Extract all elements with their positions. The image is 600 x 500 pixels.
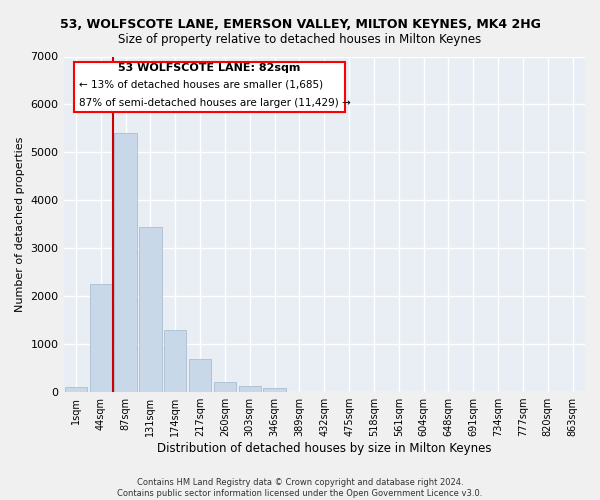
Bar — [263, 388, 286, 392]
Y-axis label: Number of detached properties: Number of detached properties — [15, 136, 25, 312]
Bar — [139, 226, 161, 392]
FancyBboxPatch shape — [74, 62, 345, 112]
Text: 53, WOLFSCOTE LANE, EMERSON VALLEY, MILTON KEYNES, MK4 2HG: 53, WOLFSCOTE LANE, EMERSON VALLEY, MILT… — [59, 18, 541, 30]
Bar — [189, 358, 211, 392]
Text: ← 13% of detached houses are smaller (1,685): ← 13% of detached houses are smaller (1,… — [79, 79, 323, 89]
Text: Size of property relative to detached houses in Milton Keynes: Size of property relative to detached ho… — [118, 32, 482, 46]
Bar — [164, 330, 187, 392]
Bar — [239, 386, 261, 392]
Text: Contains HM Land Registry data © Crown copyright and database right 2024.
Contai: Contains HM Land Registry data © Crown c… — [118, 478, 482, 498]
Text: 87% of semi-detached houses are larger (11,429) →: 87% of semi-detached houses are larger (… — [79, 98, 351, 108]
Bar — [214, 382, 236, 392]
Bar — [65, 388, 87, 392]
Text: 53 WOLFSCOTE LANE: 82sqm: 53 WOLFSCOTE LANE: 82sqm — [118, 63, 301, 73]
Bar — [89, 284, 112, 392]
X-axis label: Distribution of detached houses by size in Milton Keynes: Distribution of detached houses by size … — [157, 442, 491, 455]
Bar — [115, 133, 137, 392]
